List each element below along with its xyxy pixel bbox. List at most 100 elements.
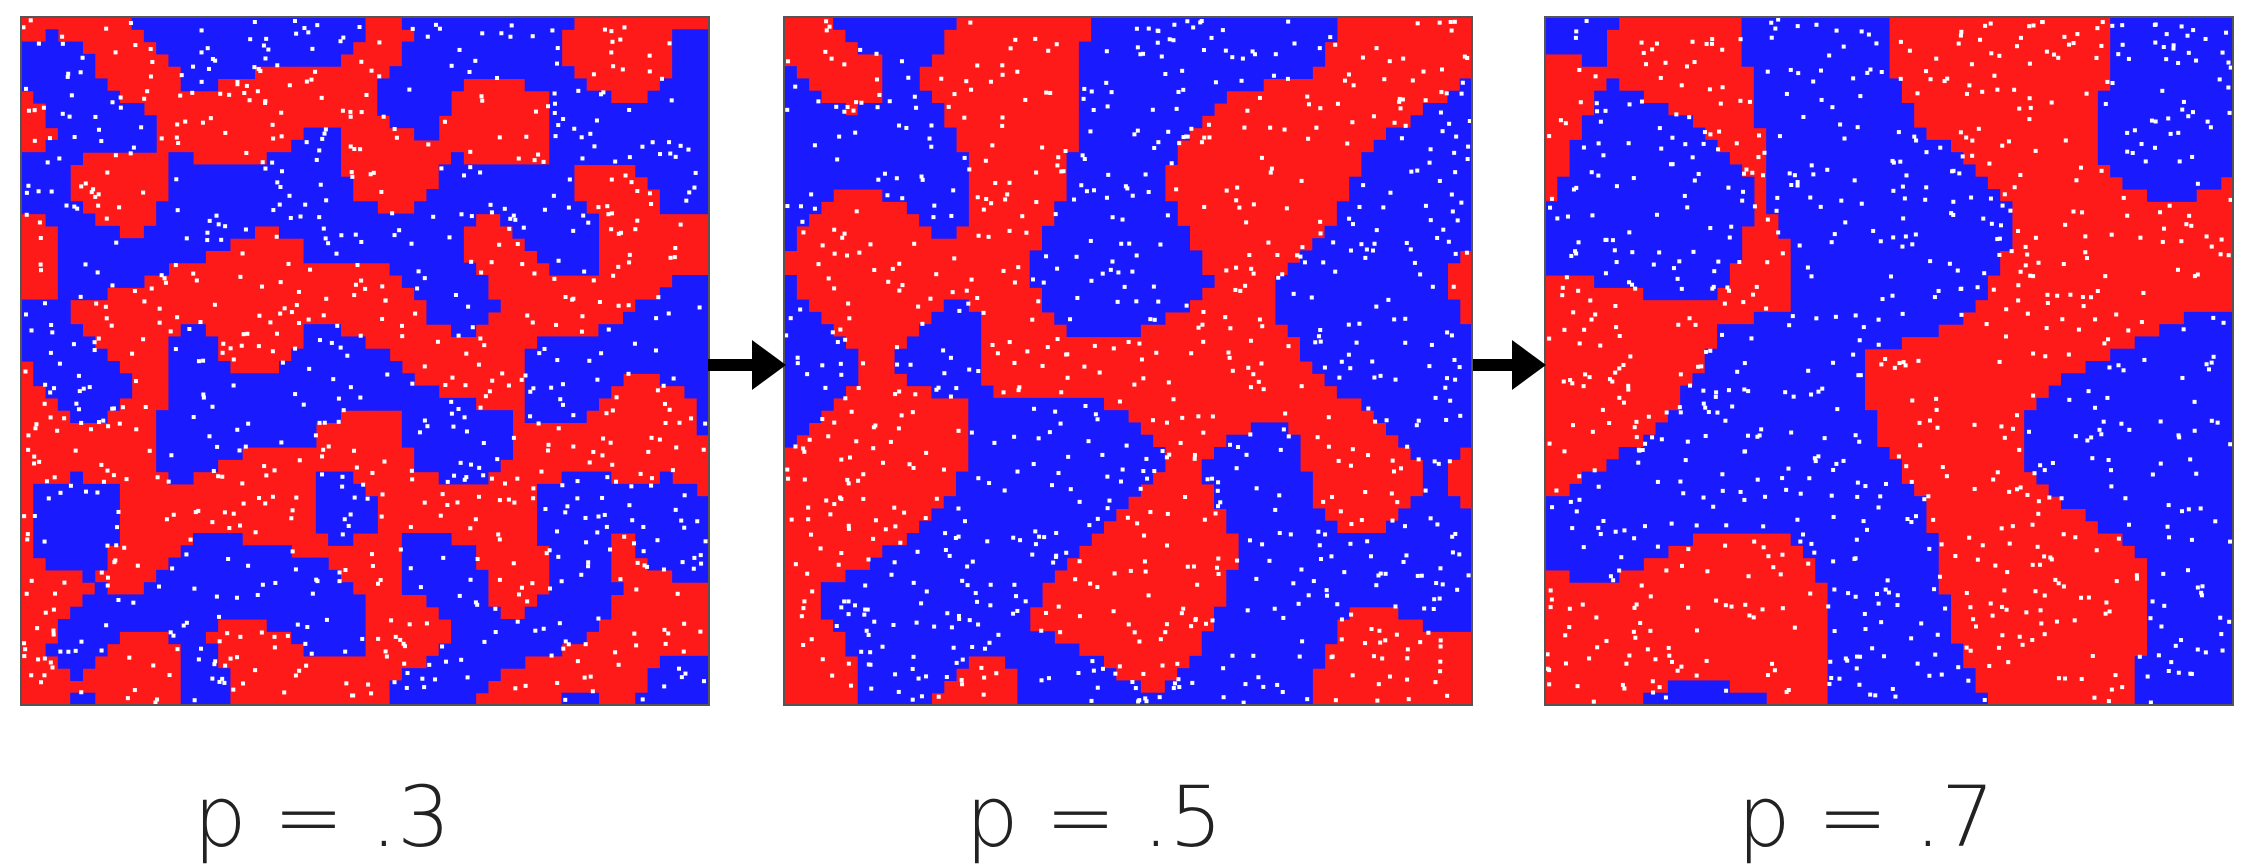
blue-cell (1386, 582, 1399, 595)
blue-cell (931, 644, 944, 657)
blue-cell (1030, 680, 1043, 693)
empty-cell (1051, 561, 1055, 565)
blue-cell (1091, 459, 1104, 472)
empty-cell (1422, 606, 1426, 610)
blue-cell (684, 361, 697, 374)
blue-cell (1128, 152, 1141, 165)
empty-cell (824, 19, 828, 23)
blue-cell (586, 336, 599, 349)
empty-cell (969, 88, 973, 92)
blue-cell (1263, 472, 1276, 485)
blue-cell (82, 373, 95, 386)
blue-cell (1054, 250, 1067, 263)
empty-cell (609, 227, 613, 231)
empty-cell (654, 316, 658, 320)
blue-cell (796, 78, 809, 91)
blue-cell (611, 373, 624, 386)
blue-cell (1337, 250, 1350, 263)
blue-cell (648, 521, 661, 534)
blue-cell (1005, 496, 1018, 509)
blue-cell (21, 66, 34, 79)
empty-cell (967, 368, 971, 372)
empty-cell (703, 422, 707, 426)
blue-cell (1423, 189, 1436, 202)
empty-cell (517, 592, 521, 596)
blue-cell (82, 91, 95, 104)
empty-cell (320, 454, 324, 458)
empty-cell (1156, 140, 1160, 144)
blue-cell (1300, 570, 1313, 583)
empty-cell (344, 681, 348, 685)
blue-cell (1116, 29, 1129, 42)
blue-cell (1128, 435, 1141, 448)
blue-cell (956, 631, 969, 644)
empty-cell (455, 500, 459, 504)
blue-cell (33, 152, 46, 165)
empty-cell (555, 529, 559, 533)
blue-cell (1239, 558, 1252, 571)
empty-cell (611, 274, 615, 278)
empty-cell (1034, 171, 1038, 175)
blue-cell (439, 275, 452, 288)
empty-cell (871, 537, 875, 541)
blue-cell (1288, 54, 1301, 67)
blue-cell (562, 91, 575, 104)
empty-cell (889, 440, 893, 444)
empty-cell (1092, 108, 1096, 112)
blue-cell (1349, 349, 1362, 362)
blue-cell (426, 680, 439, 693)
blue-cell (365, 361, 378, 374)
empty-cell (1054, 531, 1058, 535)
blue-cell (672, 570, 685, 583)
blue-cell (1239, 54, 1252, 67)
blue-cell (562, 78, 575, 91)
blue-cell (598, 533, 611, 546)
empty-cell (1335, 602, 1339, 606)
blue-cell (58, 631, 71, 644)
empty-cell (1374, 583, 1378, 587)
empty-cell (628, 155, 632, 159)
blue-cell (512, 189, 525, 202)
blue-cell (968, 324, 981, 337)
empty-cell (861, 472, 865, 476)
blue-cell (1435, 275, 1448, 288)
blue-cell (304, 386, 317, 399)
blue-cell (291, 17, 304, 30)
empty-cell (254, 530, 258, 534)
empty-cell (484, 394, 488, 398)
blue-cell (1398, 214, 1411, 227)
empty-cell (1350, 120, 1354, 124)
blue-cell (1153, 214, 1166, 227)
empty-cell (1351, 673, 1355, 677)
blue-cell (1091, 201, 1104, 214)
blue-cell (205, 570, 218, 583)
blue-cell (426, 545, 439, 558)
blue-cell (70, 78, 83, 91)
blue-cell (598, 558, 611, 571)
blue-cell (95, 373, 108, 386)
empty-cell (1151, 418, 1155, 422)
blue-cell (1116, 66, 1129, 79)
blue-cell (132, 607, 145, 620)
blue-cell (377, 250, 390, 263)
empty-cell (1337, 459, 1341, 463)
blue-cell (1557, 17, 1570, 30)
empty-cell (22, 641, 26, 645)
blue-cell (193, 545, 206, 558)
empty-cell (1384, 572, 1388, 576)
blue-cell (1386, 570, 1399, 583)
empty-cell (900, 283, 904, 287)
empty-cell (1156, 300, 1160, 304)
blue-cell (451, 558, 464, 571)
blue-cell (784, 152, 797, 165)
blue-cell (1091, 300, 1104, 313)
empty-cell (1181, 607, 1185, 611)
blue-cell (500, 422, 513, 435)
blue-cell (796, 422, 809, 435)
blue-cell (439, 42, 452, 55)
empty-cell (307, 367, 311, 371)
empty-cell (43, 540, 47, 544)
blue-cell (1460, 508, 1473, 521)
empty-cell (1418, 640, 1422, 644)
blue-cell (426, 128, 439, 141)
